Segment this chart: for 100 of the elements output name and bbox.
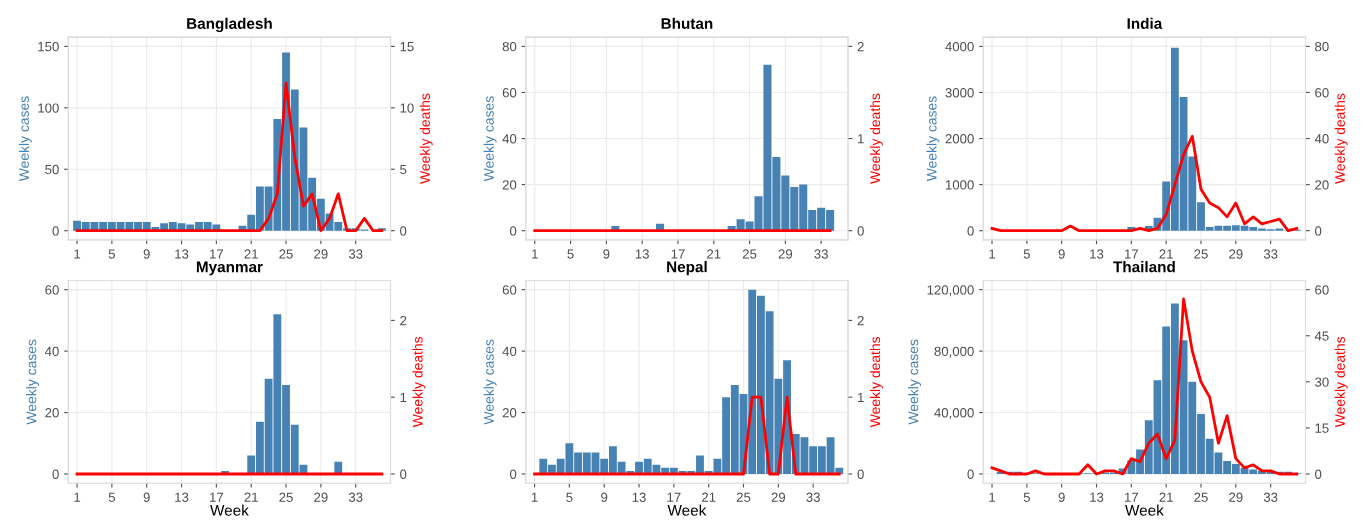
y-axis-title: Weekly cases (926, 96, 940, 182)
x-tick-label: 25 (742, 249, 757, 259)
y-tick-label: 80 (502, 41, 517, 52)
chart-title: Myanmar (196, 261, 263, 276)
x-tick-label: 5 (1023, 492, 1030, 502)
y-tick-label: 40 (44, 346, 59, 357)
x-axis-title: Week (210, 504, 249, 516)
x-tick-label: 21 (707, 249, 721, 259)
x-tick-label: 21 (1159, 249, 1173, 259)
x-tick-label: 29 (314, 249, 328, 259)
x-tick-label: 33 (814, 249, 828, 259)
y2-axis-title: Weekly deaths (412, 336, 426, 428)
y-tick-label: 80,000 (934, 346, 974, 358)
x-tick-label: 9 (601, 492, 608, 502)
y2-axis-title: Weekly deaths (869, 336, 883, 428)
x-tick-label: 17 (210, 492, 224, 502)
x-axis-title: Week (667, 504, 707, 516)
y-tick-label: 0 (967, 226, 974, 236)
x-tick-label: 17 (1125, 249, 1139, 259)
y-axis-title: Weekly cases (483, 96, 497, 182)
y2-tick-label: 30 (1315, 377, 1329, 387)
y-tick-label: 60 (502, 285, 517, 295)
x-tick-label: 29 (1229, 492, 1243, 502)
x-tick-label: 29 (771, 492, 786, 502)
x-tick-label: 33 (348, 492, 363, 502)
x-tick-label: 9 (143, 249, 150, 259)
y2-tick-label: 80 (1315, 41, 1329, 52)
x-tick-label: 9 (1058, 492, 1065, 502)
x-axis-title: Week (1125, 504, 1164, 516)
x-tick-label: 9 (603, 249, 610, 259)
y2-tick-label: 15 (1315, 423, 1329, 433)
x-tick-label: 5 (1023, 249, 1030, 259)
y-tick-label: 50 (45, 164, 59, 175)
y2-tick-label: 0 (400, 226, 407, 236)
y-tick-label: 40 (502, 134, 517, 144)
x-tick-label: 17 (667, 492, 681, 502)
x-tick-label: 13 (1090, 492, 1104, 502)
x-tick-label: 17 (210, 249, 224, 259)
y2-tick-label: 40 (1314, 134, 1329, 144)
y-axis-title: Weekly cases (908, 339, 922, 425)
y2-tick-label: 10 (400, 103, 414, 113)
x-tick-label: 13 (175, 249, 189, 259)
y2-tick-label: 0 (400, 469, 407, 479)
x-tick-label: 13 (175, 492, 189, 502)
x-tick-label: 17 (671, 249, 685, 259)
y-tick-label: 100 (38, 103, 59, 113)
x-tick-label: 9 (143, 492, 150, 502)
y2-tick-label: 2 (857, 41, 864, 52)
y2-axis-title: Weekly deaths (1334, 93, 1348, 184)
x-tick-label: 17 (1125, 492, 1139, 502)
x-tick-label: 13 (635, 249, 649, 259)
y2-tick-label: 2 (857, 315, 864, 326)
x-tick-label: 25 (279, 249, 293, 259)
y2-axis-title: Weekly deaths (1334, 336, 1348, 428)
x-tick-label: 1 (532, 249, 538, 259)
x-tick-label: 25 (736, 492, 751, 502)
x-tick-label: 1 (74, 249, 81, 259)
y2-axis-title: Weekly deaths (419, 93, 433, 184)
y-axis-title: Weekly cases (483, 339, 497, 425)
x-tick-label: 33 (1263, 492, 1278, 502)
chart-title: Thailand (1113, 261, 1175, 273)
y-tick-label: 20 (502, 180, 517, 190)
x-tick-label: 25 (1194, 492, 1208, 502)
y2-axis-title: Weekly deaths (869, 93, 883, 184)
y-tick-label: 2000 (945, 134, 974, 144)
chart-title: India (1127, 17, 1163, 29)
y2-tick-label: 60 (1315, 88, 1329, 98)
x-tick-label: 5 (566, 492, 573, 502)
y-tick-label: 20 (45, 408, 59, 418)
y2-tick-label: 2 (400, 315, 407, 326)
chart-title: Bhutan (661, 17, 713, 29)
y-tick-label: 20 (502, 408, 517, 418)
x-tick-label: 33 (348, 249, 363, 259)
x-tick-label: 29 (1229, 249, 1243, 259)
y-axis-title: Weekly cases (18, 96, 32, 182)
y-tick-label: 1000 (945, 180, 974, 190)
x-tick-label: 21 (244, 492, 258, 502)
x-tick-label: 1 (989, 249, 996, 259)
y-tick-label: 40,000 (934, 408, 974, 420)
x-tick-label: 29 (314, 492, 328, 502)
chart-title: Nepal (667, 261, 707, 276)
y2-tick-label: 45 (1314, 331, 1329, 341)
x-tick-label: 1 (989, 492, 996, 502)
y-axis-title: Weekly cases (26, 339, 40, 425)
x-tick-label: 21 (702, 492, 716, 502)
y-tick-label: 0 (52, 469, 59, 479)
x-tick-label: 33 (806, 492, 820, 502)
y-tick-label: 0 (509, 469, 517, 479)
y2-tick-label: 0 (1315, 469, 1322, 479)
y-tick-label: 4000 (945, 41, 974, 52)
y2-tick-label: 0 (1315, 226, 1322, 236)
y-tick-label: 120,000 (927, 285, 974, 297)
y2-tick-label: 5 (400, 164, 407, 175)
y2-tick-label: 0 (857, 226, 864, 236)
x-tick-label: 25 (1194, 249, 1208, 259)
y-tick-label: 0 (967, 469, 974, 479)
y-tick-label: 0 (52, 226, 59, 236)
y2-tick-label: 1 (400, 392, 407, 402)
x-tick-label: 33 (1263, 249, 1278, 259)
x-tick-label: 29 (778, 249, 793, 259)
